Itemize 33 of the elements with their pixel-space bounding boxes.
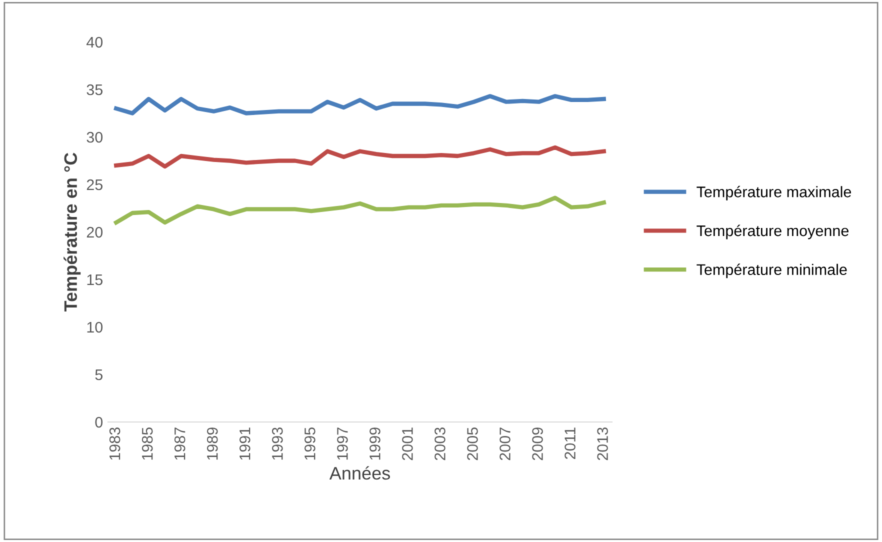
y-tick-label: 30 <box>86 132 103 143</box>
x-tick-label: 2009 <box>532 428 543 460</box>
x-tick-label: 2001 <box>402 428 413 460</box>
x-tick-label: 2013 <box>597 428 608 460</box>
y-tick-label: 15 <box>87 274 102 286</box>
x-tick-label: 1997 <box>337 428 348 460</box>
y-tick-label: 0 <box>95 416 103 428</box>
y-tick-label: 20 <box>86 226 103 238</box>
x-tick-label: 1985 <box>142 428 153 460</box>
y-tick-label: 5 <box>95 370 102 380</box>
x-tick-label: 1995 <box>304 428 316 460</box>
x-axis-title: Années <box>329 466 390 480</box>
x-tick-label: 1999 <box>370 428 380 460</box>
x-tick-label: 1983 <box>109 428 120 460</box>
y-tick-label: 40 <box>86 36 103 48</box>
x-tick-label: 1993 <box>272 428 283 460</box>
legend-label: Température moyenne <box>696 224 848 240</box>
legend-label: Température minimale <box>696 264 847 278</box>
x-tick-label: 1991 <box>239 428 250 460</box>
y-axis-title: Température en °C <box>64 152 81 312</box>
x-tick-label: 2007 <box>500 428 510 460</box>
y-tick-label: 10 <box>87 322 103 333</box>
x-tick-label: 1987 <box>174 428 186 460</box>
line-series <box>114 94 606 116</box>
x-tick-label: 2011 <box>564 428 576 459</box>
legend-label: Température maximale <box>696 186 852 200</box>
x-tick-label: 2003 <box>434 428 446 460</box>
y-tick-label: 35 <box>86 84 102 96</box>
line-series <box>114 196 606 225</box>
x-tick-label: 1989 <box>206 428 218 460</box>
x-tick-label: 2005 <box>467 428 478 460</box>
line-series <box>114 145 606 169</box>
y-tick-label: 25 <box>86 179 102 190</box>
